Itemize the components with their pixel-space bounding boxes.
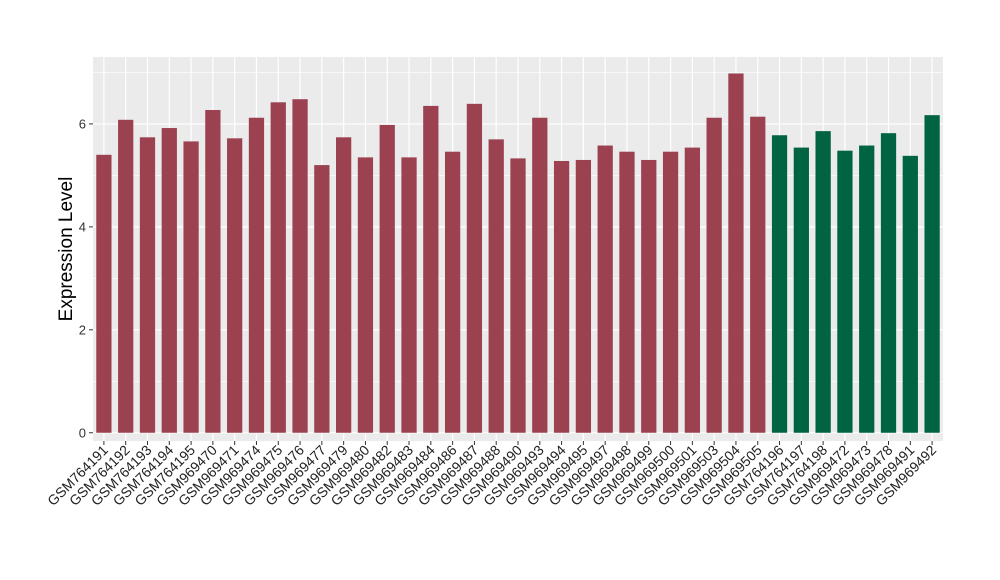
bar-GSM969490 — [510, 158, 526, 433]
bar-GSM969484 — [423, 105, 439, 433]
bar-GSM969471 — [227, 138, 243, 433]
y-tick-label-0: 0 — [79, 425, 86, 440]
bar-GSM969487 — [466, 103, 483, 433]
bars — [96, 73, 940, 433]
bar-GSM764197 — [793, 147, 809, 433]
bar-GSM969472 — [837, 150, 853, 433]
bar-GSM764198 — [815, 131, 831, 433]
bar-GSM969476 — [292, 99, 308, 433]
y-axis: 0 2 4 6 — [79, 116, 93, 440]
y-axis-title: Expression Level — [56, 177, 77, 322]
bar-GSM969492 — [924, 115, 940, 433]
bar-GSM969486 — [444, 151, 461, 433]
bar-GSM969503 — [706, 117, 722, 433]
bar-GSM969505 — [750, 116, 766, 433]
bar-GSM969500 — [662, 151, 679, 433]
bar-GSM969495 — [575, 159, 592, 433]
bar-GSM969494 — [553, 160, 570, 433]
y-tick-label-3: 6 — [79, 116, 86, 131]
bar-GSM969491 — [902, 155, 918, 433]
y-tick-label-2: 4 — [79, 219, 86, 234]
bar-GSM969501 — [684, 147, 700, 433]
bar-GSM969478 — [880, 133, 897, 433]
bar-GSM969504 — [728, 73, 744, 433]
bar-GSM764195 — [183, 141, 199, 433]
bar-GSM764194 — [161, 128, 177, 433]
bar-GSM969480 — [357, 157, 374, 433]
bar-GSM969475 — [270, 102, 286, 433]
bar-GSM969473 — [859, 145, 875, 433]
bar-GSM969488 — [488, 139, 504, 433]
bar-GSM969499 — [641, 159, 657, 433]
bar-GSM969479 — [336, 137, 352, 433]
bar-GSM764192 — [118, 119, 134, 433]
bar-GSM969470 — [205, 110, 221, 433]
bar-GSM969483 — [401, 157, 417, 433]
bar-GSM764193 — [139, 137, 156, 433]
bar-GSM969497 — [597, 145, 613, 433]
bar-GSM969477 — [314, 165, 330, 433]
y-tick-label-1: 2 — [79, 322, 86, 337]
x-axis: GSM764191GSM764192GSM764193GSM764194GSM7… — [44, 441, 939, 509]
bar-GSM764196 — [771, 135, 788, 433]
bar-GSM969482 — [379, 124, 395, 433]
bar-GSM764191 — [96, 154, 112, 433]
bar-GSM969498 — [619, 151, 635, 433]
bar-GSM969474 — [248, 117, 265, 433]
bar-GSM969493 — [532, 117, 548, 433]
